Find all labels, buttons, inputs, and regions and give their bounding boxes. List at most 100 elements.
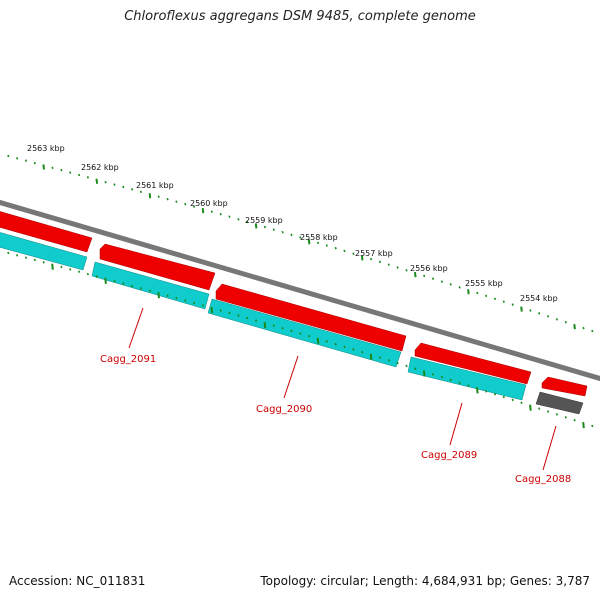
kbp-label: 2556 kbp	[410, 264, 448, 273]
minor-tick	[387, 263, 390, 266]
minor-tick	[60, 168, 63, 172]
gene-label[interactable]: Cagg_2091	[100, 354, 156, 365]
minor-tick	[86, 272, 89, 276]
minor-tick	[33, 258, 36, 262]
major-tick	[307, 239, 311, 245]
minor-tick	[24, 159, 28, 162]
minor-tick	[228, 215, 231, 218]
minor-tick	[511, 398, 514, 402]
minor-tick	[458, 381, 461, 385]
major-tick	[51, 263, 54, 270]
minor-tick	[272, 324, 275, 327]
minor-tick	[184, 202, 187, 206]
minor-tick	[139, 190, 143, 194]
minor-tick	[440, 375, 443, 379]
gene-leader-line	[128, 307, 144, 349]
minor-tick	[184, 299, 187, 302]
gene-feature[interactable]	[99, 243, 216, 291]
major-tick	[104, 277, 107, 284]
minor-tick	[113, 279, 116, 283]
major-tick	[573, 323, 576, 330]
major-tick	[414, 271, 417, 278]
minor-tick	[538, 312, 541, 315]
gene-leader-line	[449, 402, 463, 446]
kbp-label: 2563 kbp	[27, 144, 65, 153]
minor-tick	[502, 300, 505, 303]
minor-tick	[60, 265, 63, 269]
major-tick	[210, 306, 214, 314]
minor-tick	[555, 318, 558, 321]
major-tick	[316, 337, 320, 344]
minor-tick	[255, 319, 258, 322]
inner-tick-ruler	[7, 251, 594, 429]
accession-text: Accession: NC_011831	[9, 574, 146, 588]
minor-tick	[378, 356, 381, 359]
minor-tick	[405, 364, 408, 368]
minor-tick	[361, 350, 364, 354]
minor-tick	[547, 315, 550, 318]
minor-tick	[86, 176, 89, 179]
gene-feature[interactable]	[535, 391, 584, 415]
minor-tick	[564, 416, 567, 419]
minor-tick	[564, 320, 567, 324]
gene-label[interactable]: Cagg_2088	[515, 474, 571, 485]
minor-tick	[316, 241, 320, 245]
minor-tick	[440, 280, 443, 283]
minor-tick	[131, 188, 134, 191]
minor-tick	[493, 392, 497, 396]
minor-tick	[290, 233, 293, 237]
minor-tick	[520, 401, 523, 405]
minor-tick	[272, 228, 275, 231]
minor-tick	[591, 424, 594, 428]
minor-tick	[157, 195, 160, 198]
gene-label[interactable]: Cagg_2090	[256, 404, 312, 415]
minor-tick	[352, 348, 355, 351]
minor-tick	[16, 157, 19, 160]
major-tick	[520, 306, 523, 312]
minor-tick	[396, 266, 399, 269]
minor-tick	[69, 268, 72, 271]
minor-tick	[104, 180, 107, 184]
minor-tick	[299, 236, 302, 239]
minor-tick	[95, 275, 98, 278]
genome-summary-text: Topology: circular; Length: 4,684,931 bp…	[260, 574, 590, 588]
minor-tick	[476, 291, 479, 295]
gene-feature[interactable]	[541, 376, 588, 397]
gene-feature[interactable]	[0, 210, 93, 253]
minor-tick	[591, 329, 594, 333]
minor-tick	[431, 277, 435, 280]
gene-label[interactable]: Cagg_2089	[421, 450, 477, 461]
minor-tick	[405, 269, 408, 272]
gene-feature[interactable]	[0, 231, 88, 271]
minor-tick	[352, 252, 355, 255]
minor-tick	[467, 384, 470, 387]
minor-tick	[166, 294, 169, 297]
kbp-label: 2560 kbp	[190, 199, 228, 208]
gene-feature[interactable]	[91, 261, 210, 310]
kbp-label: 2561 kbp	[136, 181, 174, 190]
minor-tick	[485, 390, 488, 393]
minor-tick	[370, 257, 373, 261]
forward-strand-track	[0, 210, 588, 397]
minor-tick	[131, 284, 134, 288]
minor-tick	[290, 329, 293, 333]
major-tick	[263, 322, 267, 329]
minor-tick	[414, 367, 417, 370]
gene-feature[interactable]	[407, 356, 527, 401]
gene-feature[interactable]	[215, 283, 407, 352]
gene-feature[interactable]	[414, 342, 532, 385]
major-tick	[201, 207, 205, 214]
major-tick	[582, 422, 585, 429]
minor-tick	[449, 378, 452, 382]
minor-tick	[237, 314, 240, 317]
minor-tick	[237, 218, 240, 221]
minor-tick	[263, 225, 266, 229]
minor-tick	[502, 395, 505, 399]
kbp-label: 2554 kbp	[520, 294, 558, 303]
minor-tick	[334, 246, 337, 250]
minor-tick	[378, 260, 381, 264]
minor-tick	[113, 183, 116, 186]
minor-tick	[7, 154, 10, 158]
minor-tick	[325, 244, 328, 247]
